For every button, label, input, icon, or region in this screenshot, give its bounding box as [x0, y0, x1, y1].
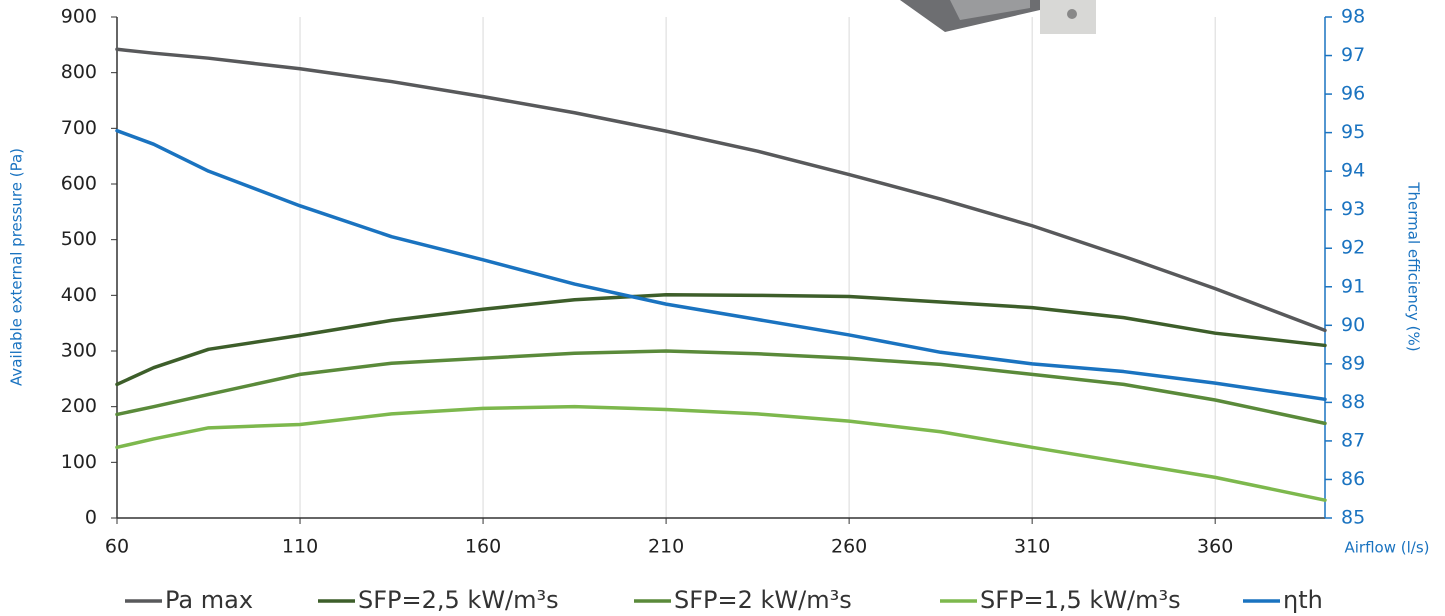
legend-label: Pa max	[165, 586, 253, 614]
y2-tick-label: 89	[1341, 352, 1365, 374]
x-axis-label: Airflow (l/s)	[1345, 539, 1430, 557]
x-tick-label: 110	[282, 536, 318, 558]
y2-tick-label: 96	[1341, 83, 1365, 105]
legend-label: SFP=1,5 kW/m³s	[980, 586, 1181, 614]
x-tick-label: 310	[1014, 536, 1050, 558]
x-tick-label: 210	[648, 536, 684, 558]
y-tick-label: 100	[61, 451, 97, 473]
y-tick-label: 800	[61, 61, 97, 83]
series-line	[117, 407, 1325, 501]
y-tick-label: 400	[61, 284, 97, 306]
x-tick-label: 60	[105, 536, 129, 558]
x-tick-label: 160	[465, 536, 501, 558]
y2-axis-label: Thermal efficiency (%)	[1405, 181, 1423, 351]
x-tick-label: 360	[1197, 536, 1233, 558]
y-tick-label: 900	[61, 6, 97, 28]
legend-label: SFP=2 kW/m³s	[674, 586, 852, 614]
y-tick-label: 300	[61, 340, 97, 362]
y-tick-label: 0	[85, 507, 97, 529]
legend-label: ηth	[1283, 586, 1323, 614]
series-line	[117, 49, 1325, 330]
y-tick-label: 500	[61, 228, 97, 250]
y2-tick-label: 90	[1341, 314, 1365, 336]
y2-tick-label: 88	[1341, 391, 1365, 413]
y-tick-label: 200	[61, 395, 97, 417]
y2-tick-label: 85	[1341, 507, 1365, 529]
y2-tick-label: 92	[1341, 237, 1365, 259]
product-image	[900, 0, 1096, 34]
y-axis-label: Available external pressure (Pa)	[8, 148, 26, 386]
chart: Airflow (l/s) Available external pressur…	[0, 0, 1445, 616]
y2-tick-label: 98	[1341, 6, 1365, 28]
y2-tick-label: 97	[1341, 44, 1365, 66]
y-tick-label: 700	[61, 117, 97, 139]
y2-tick-label: 95	[1341, 121, 1365, 143]
y2-tick-label: 86	[1341, 468, 1365, 490]
y2-tick-label: 91	[1341, 275, 1365, 297]
series-line	[117, 295, 1325, 385]
y2-tick-label: 87	[1341, 429, 1365, 451]
y2-tick-label: 93	[1341, 198, 1365, 220]
x-tick-label: 260	[831, 536, 867, 558]
legend-label: SFP=2,5 kW/m³s	[358, 586, 559, 614]
y-tick-label: 600	[61, 173, 97, 195]
y2-tick-label: 94	[1341, 160, 1365, 182]
